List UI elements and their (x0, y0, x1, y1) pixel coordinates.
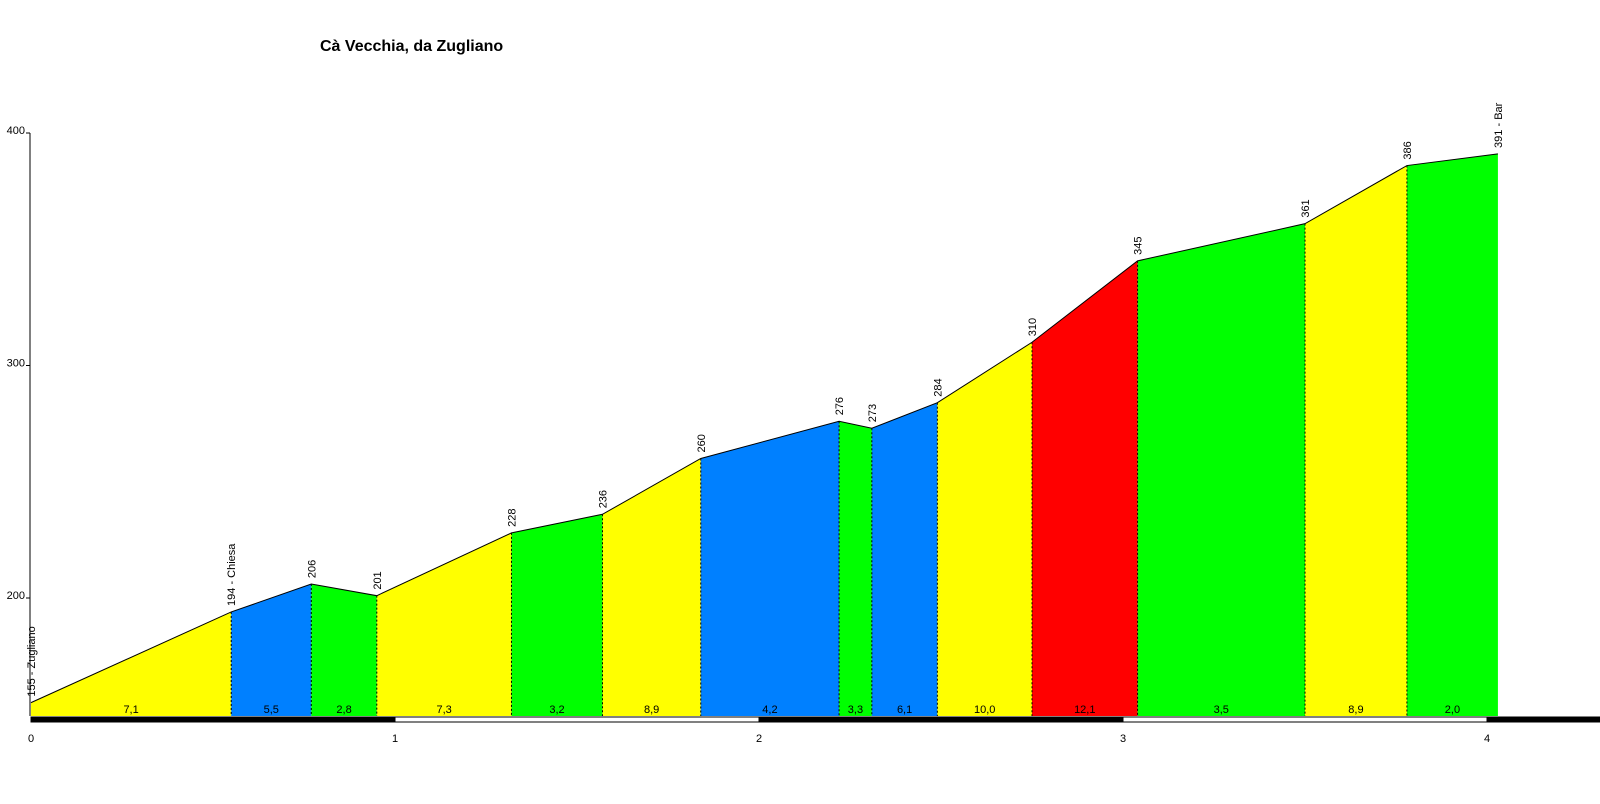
segment-area (700, 421, 840, 716)
point-label: 345 (1133, 237, 1145, 255)
grade-label: 12,1 (1074, 704, 1095, 716)
point-label: 228 (506, 509, 518, 527)
point-label: 361 (1300, 199, 1312, 217)
x-axis-bar (30, 716, 396, 723)
grade-label: 10,0 (974, 704, 995, 716)
grade-label: 6,1 (897, 704, 912, 716)
grade-label: 7,3 (436, 704, 451, 716)
grade-label: 7,1 (123, 704, 138, 716)
segment-area (1137, 223, 1305, 717)
point-label: 284 (932, 378, 944, 396)
point-label: 206 (306, 560, 318, 578)
grade-label: 4,2 (762, 704, 777, 716)
grade-label: 3,5 (1214, 704, 1229, 716)
x-tick-label: 4 (1484, 733, 1490, 745)
x-axis-bar (1486, 716, 1600, 723)
x-tick-label: 0 (28, 733, 34, 745)
x-axis-bar (394, 716, 760, 723)
grade-labels: 7,1 5,5 2,8 7,3 3,2 8,9 4,2 3,3 6,1 10,0 12,1 3,5 8,… (123, 704, 1460, 716)
point-label: 273 (867, 404, 879, 422)
y-tick-label: 300 (7, 358, 25, 370)
grade-label: 5,5 (264, 704, 279, 716)
point-label: 201 (372, 571, 384, 589)
x-tick-label: 3 (1120, 733, 1126, 745)
segment-area (1032, 260, 1138, 716)
segment-area (602, 458, 701, 716)
chart-title: Cà Vecchia, da Zugliano (320, 38, 504, 55)
point-label: 276 (834, 397, 846, 415)
segment-area (376, 532, 512, 716)
y-tick-label: 400 (7, 125, 25, 137)
segment-dividers (230, 165, 1408, 716)
point-label: 260 (696, 434, 708, 452)
segment-area (937, 342, 1032, 716)
grade-label: 2,0 (1445, 704, 1460, 716)
segment-area (31, 611, 232, 716)
segment-area (231, 584, 312, 716)
segment-area (871, 402, 938, 716)
profile-line (30, 153, 1498, 704)
point-labels: 155 - Zugliano 194 - Chiesa 206 201 228 236 26… (26, 102, 1505, 696)
point-label: 310 (1027, 318, 1039, 336)
segment-areas (31, 153, 1498, 717)
x-axis: 0 1 2 3 4 (28, 716, 1600, 745)
grade-label: 3,3 (848, 704, 863, 716)
y-tick-label: 200 (7, 590, 25, 602)
segment-area (1406, 153, 1498, 717)
x-tick-label: 2 (756, 733, 762, 745)
point-label: 386 (1402, 141, 1414, 159)
segment-area (511, 514, 603, 716)
x-axis-bar (1122, 716, 1488, 723)
point-label: 391 - Bar (1493, 102, 1505, 148)
point-label: 194 - Chiesa (226, 543, 238, 606)
grade-label: 2,8 (336, 704, 351, 716)
y-axis: 200 300 400 (7, 125, 31, 716)
segment-area (1305, 165, 1407, 717)
point-label: 236 (597, 490, 609, 508)
point-label: 155 - Zugliano (26, 626, 38, 696)
x-tick-label: 1 (392, 733, 398, 745)
segment-area (311, 584, 377, 716)
x-axis-bar (758, 716, 1124, 723)
grade-label: 8,9 (644, 704, 659, 716)
grade-label: 8,9 (1348, 704, 1363, 716)
grade-label: 3,2 (549, 704, 564, 716)
segment-area (839, 421, 872, 716)
